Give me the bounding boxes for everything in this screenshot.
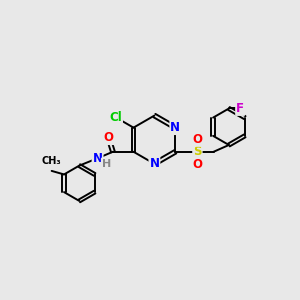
Text: S: S bbox=[193, 145, 202, 158]
Text: F: F bbox=[236, 102, 244, 115]
Text: O: O bbox=[192, 158, 203, 171]
Text: N: N bbox=[149, 157, 159, 170]
Text: O: O bbox=[192, 133, 203, 146]
Text: N: N bbox=[93, 152, 103, 165]
Text: Cl: Cl bbox=[109, 111, 122, 124]
Text: N: N bbox=[170, 121, 180, 134]
Text: O: O bbox=[103, 131, 113, 144]
Text: H: H bbox=[102, 158, 111, 169]
Text: CH₃: CH₃ bbox=[42, 156, 62, 166]
